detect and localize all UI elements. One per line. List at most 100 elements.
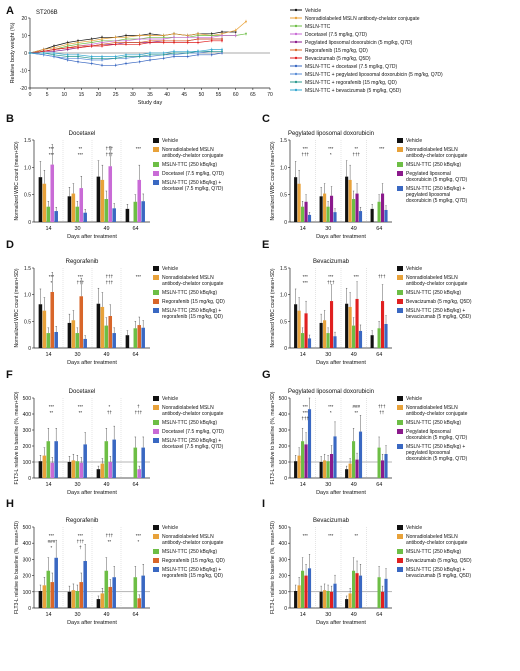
bar	[67, 462, 72, 478]
bar	[54, 211, 58, 222]
panel-letter-c: C	[262, 113, 270, 125]
bar	[358, 431, 363, 478]
y-tick-label: 0	[284, 220, 287, 226]
bar	[304, 313, 308, 348]
legend-label: Vehicle	[162, 266, 178, 272]
legend-label: MSLN-TTC (250 kBq/kg) +	[162, 567, 221, 573]
bar	[352, 570, 356, 608]
legend-label: antibody-chelator conjugate	[162, 540, 224, 546]
legend-swatch	[397, 429, 403, 434]
bar	[345, 599, 349, 608]
x-tick-label: 49	[351, 226, 357, 232]
bar	[67, 322, 72, 348]
y-tick-label-a: -10	[20, 69, 27, 75]
bar	[67, 591, 72, 608]
significance-mark: ***	[328, 533, 334, 538]
bar	[71, 460, 76, 478]
x-tick-label: 49	[103, 226, 109, 232]
significance-mark: †††	[353, 152, 361, 157]
bar	[42, 310, 47, 348]
legend-label: MSLN-TTC (250 kBq/kg) +	[406, 308, 465, 314]
legend-label: doxorubicin (5 mg/kg, Q7D)	[406, 177, 467, 183]
legend-swatch	[153, 171, 159, 176]
bar	[46, 441, 51, 478]
x-tick-label: 30	[74, 352, 80, 358]
bar	[67, 196, 72, 222]
bar	[141, 327, 145, 348]
legend-label: antibody-chelator conjugate	[406, 153, 468, 159]
bar	[100, 463, 105, 478]
legend-label: MSLN-TTC (250 kBq/kg)	[162, 420, 217, 426]
bar	[125, 208, 130, 222]
significance-mark: ***	[49, 146, 55, 151]
y-tick-label-a: 0	[24, 51, 27, 57]
legend-swatch	[397, 171, 403, 176]
x-tick-label: 30	[325, 226, 331, 232]
legend-label: antibody-chelator conjugate	[406, 540, 468, 546]
x-tick-label: 49	[351, 482, 357, 488]
x-tick-label-a: 25	[113, 92, 119, 98]
bar	[96, 176, 101, 222]
bar	[83, 212, 87, 222]
y-axis-label-a: Relative body weight (%)	[10, 22, 16, 83]
bar	[326, 333, 330, 348]
y-tick-label: 500	[23, 396, 32, 402]
legend-swatch	[397, 275, 403, 280]
bar	[83, 444, 87, 478]
x-tick-label-a: 45	[182, 92, 188, 98]
panel-letter-i: I	[262, 498, 265, 510]
legend-swatch	[397, 549, 403, 554]
x-axis-label: Days after treatment	[67, 360, 117, 366]
bar	[96, 599, 101, 608]
bar	[384, 454, 388, 478]
bar	[133, 201, 138, 222]
y-tick-label: 200	[23, 444, 32, 450]
chart-title-g: Pegylated liposomal doxorubicin	[288, 389, 374, 395]
bar	[137, 598, 142, 608]
bar	[329, 454, 334, 478]
bar	[304, 201, 308, 222]
significance-mark: ***	[328, 404, 334, 409]
bar	[323, 590, 327, 608]
bar	[355, 298, 359, 348]
legend-label: pegylated liposomal	[406, 450, 450, 456]
significance-mark: *	[51, 545, 53, 550]
y-tick-label: 0	[284, 606, 287, 612]
significance-mark: †††	[106, 274, 114, 279]
legend-swatch	[397, 534, 403, 539]
y-tick-label: 1.0	[280, 165, 287, 171]
significance-mark: ***	[303, 146, 309, 151]
legend-label-a: MSLN-TTC + pegylated liposomal doxorubic…	[305, 72, 443, 78]
legend-label: Nonradiolabeled MSLN	[406, 405, 458, 411]
bar	[104, 570, 109, 608]
x-tick-label-a: 0	[29, 92, 32, 98]
y-tick-label: 1.5	[24, 138, 31, 144]
bar	[42, 183, 47, 222]
significance-mark: ***	[303, 274, 309, 279]
bar	[333, 436, 337, 478]
legend-label: Vehicle	[162, 525, 178, 531]
bar	[294, 461, 298, 478]
significance-mark: **	[355, 533, 359, 538]
legend-swatch	[397, 299, 403, 304]
bar	[333, 336, 337, 348]
bar	[83, 561, 87, 608]
significance-mark: ***	[78, 274, 84, 279]
x-tick-label: 14	[300, 352, 306, 358]
bar	[108, 462, 113, 478]
y-tick-label: 0	[28, 606, 31, 612]
bar	[307, 338, 312, 348]
x-tick-label: 14	[300, 226, 306, 232]
significance-mark: †††	[302, 152, 310, 157]
y-tick-label: 0.5	[24, 193, 31, 199]
legend-label: MSLN-TTC (250 kBq/kg)	[162, 162, 217, 168]
bar	[297, 183, 301, 222]
legend-label: Vehicle	[162, 396, 178, 402]
y-tick-label: 100	[279, 590, 288, 596]
legend-label-a: Docetaxel (7.5 mg/kg, Q7D)	[305, 32, 367, 38]
legend-label: doxorubicin (5 mg/kg, Q7D)	[406, 456, 467, 462]
x-tick-label-a: 55	[216, 92, 222, 98]
x-tick-label-a: 60	[233, 92, 239, 98]
x-tick-label: 64	[132, 612, 138, 618]
legend-swatch	[153, 549, 159, 554]
